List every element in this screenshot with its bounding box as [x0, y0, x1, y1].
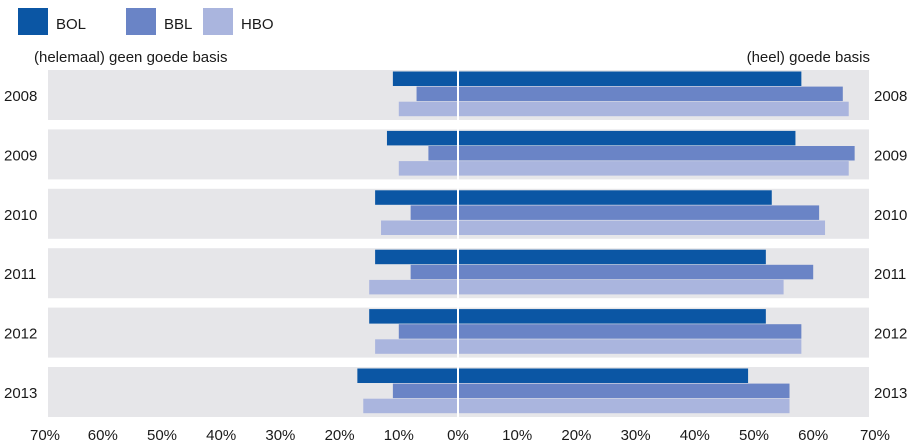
bar-bol-2012-negative [369, 309, 458, 324]
legend-swatch-bbl [126, 8, 156, 35]
bar-bbl-2008-negative [416, 86, 458, 102]
bar-bol-2009-positive [458, 130, 796, 146]
bar-hbo-2009-positive [458, 161, 849, 176]
row-2011: 2011 2011 [4, 248, 906, 299]
bar-hbo-2010-positive [458, 220, 826, 235]
bar-hbo-2010-negative [381, 220, 458, 235]
bar-bbl-2010-positive [458, 205, 820, 220]
year-label-right-2008: 2008 [874, 88, 907, 105]
bar-hbo-2011-positive [458, 279, 784, 295]
x-tick-label: 60% [798, 427, 828, 444]
legend-swatch-hbo [203, 8, 233, 35]
left-axis-label: (helemaal) geen goede basis [34, 49, 227, 66]
bar-bol-2013-positive [458, 368, 749, 383]
legend: BOL BBL HBO [18, 8, 274, 35]
year-label-left-2009: 2009 [4, 147, 37, 164]
x-tick-label: 10% [502, 427, 532, 444]
bar-bol-2010-negative [375, 190, 458, 205]
bar-bbl-2012-positive [458, 324, 802, 339]
row-2010: 2010 2010 [4, 188, 907, 239]
year-label-left-2010: 2010 [4, 207, 37, 224]
bar-hbo-2012-positive [458, 339, 802, 354]
legend-swatch-bol [18, 8, 48, 35]
row-2012: 2012 2012 [4, 307, 907, 358]
bar-bbl-2013-positive [458, 383, 790, 399]
bar-hbo-2011-negative [369, 279, 458, 295]
bar-hbo-2009-negative [398, 161, 458, 176]
bar-bol-2008-negative [392, 71, 458, 86]
bar-bbl-2008-positive [458, 86, 843, 102]
bar-hbo-2013-negative [363, 398, 458, 414]
x-tick-label: 70% [30, 427, 60, 444]
x-tick-label: 40% [206, 427, 236, 444]
year-label-right-2013: 2013 [874, 385, 907, 402]
row-2013: 2013 2013 [4, 367, 907, 417]
bar-bol-2008-positive [458, 71, 802, 86]
year-label-left-2013: 2013 [4, 385, 37, 402]
x-tick-label: 60% [88, 427, 118, 444]
year-label-right-2009: 2009 [874, 147, 907, 164]
x-axis-ticks: 70% 60% 50% 40% 30% 20% 10% 0% 10% 20% 30% 40% 50% 60… [30, 427, 890, 444]
legend-label-bol: BOL [56, 16, 86, 33]
bar-bbl-2011-negative [410, 264, 458, 280]
year-label-right-2010: 2010 [874, 207, 907, 224]
bar-bbl-2009-positive [458, 146, 855, 161]
bar-bol-2009-negative [386, 130, 458, 146]
x-tick-label: 30% [621, 427, 651, 444]
bar-hbo-2012-negative [375, 339, 458, 354]
row-2008: 2008 2008 [4, 70, 907, 120]
x-tick-label: 20% [561, 427, 591, 444]
row-2009: 2009 2009 [4, 129, 907, 180]
bar-hbo-2008-positive [458, 101, 849, 117]
x-tick-label: 40% [680, 427, 710, 444]
year-label-left-2008: 2008 [4, 88, 37, 105]
bar-bbl-2010-negative [410, 205, 458, 220]
year-label-left-2011: 2011 [4, 266, 36, 283]
right-axis-label: (heel) goede basis [747, 49, 870, 66]
x-tick-label: 50% [739, 427, 769, 444]
x-tick-label: 70% [860, 427, 890, 444]
bar-bbl-2009-negative [428, 146, 458, 161]
x-tick-label: 0% [447, 427, 469, 444]
bar-bol-2012-positive [458, 309, 766, 324]
year-label-right-2011: 2011 [874, 266, 906, 283]
year-label-left-2012: 2012 [4, 326, 37, 343]
bar-bol-2010-positive [458, 190, 772, 205]
x-tick-label: 30% [265, 427, 295, 444]
bar-hbo-2013-positive [458, 398, 790, 414]
legend-label-hbo: HBO [241, 16, 274, 33]
bar-bbl-2012-negative [398, 324, 458, 339]
x-tick-label: 50% [147, 427, 177, 444]
bar-bbl-2011-positive [458, 264, 814, 280]
bar-bbl-2013-negative [392, 383, 458, 399]
year-label-right-2012: 2012 [874, 326, 907, 343]
bar-bol-2013-negative [357, 368, 458, 383]
bar-hbo-2008-negative [398, 101, 458, 117]
bar-bol-2011-positive [458, 249, 766, 265]
legend-label-bbl: BBL [164, 16, 192, 33]
bar-bol-2011-negative [375, 249, 458, 265]
x-tick-label: 20% [325, 427, 355, 444]
x-tick-label: 10% [384, 427, 414, 444]
